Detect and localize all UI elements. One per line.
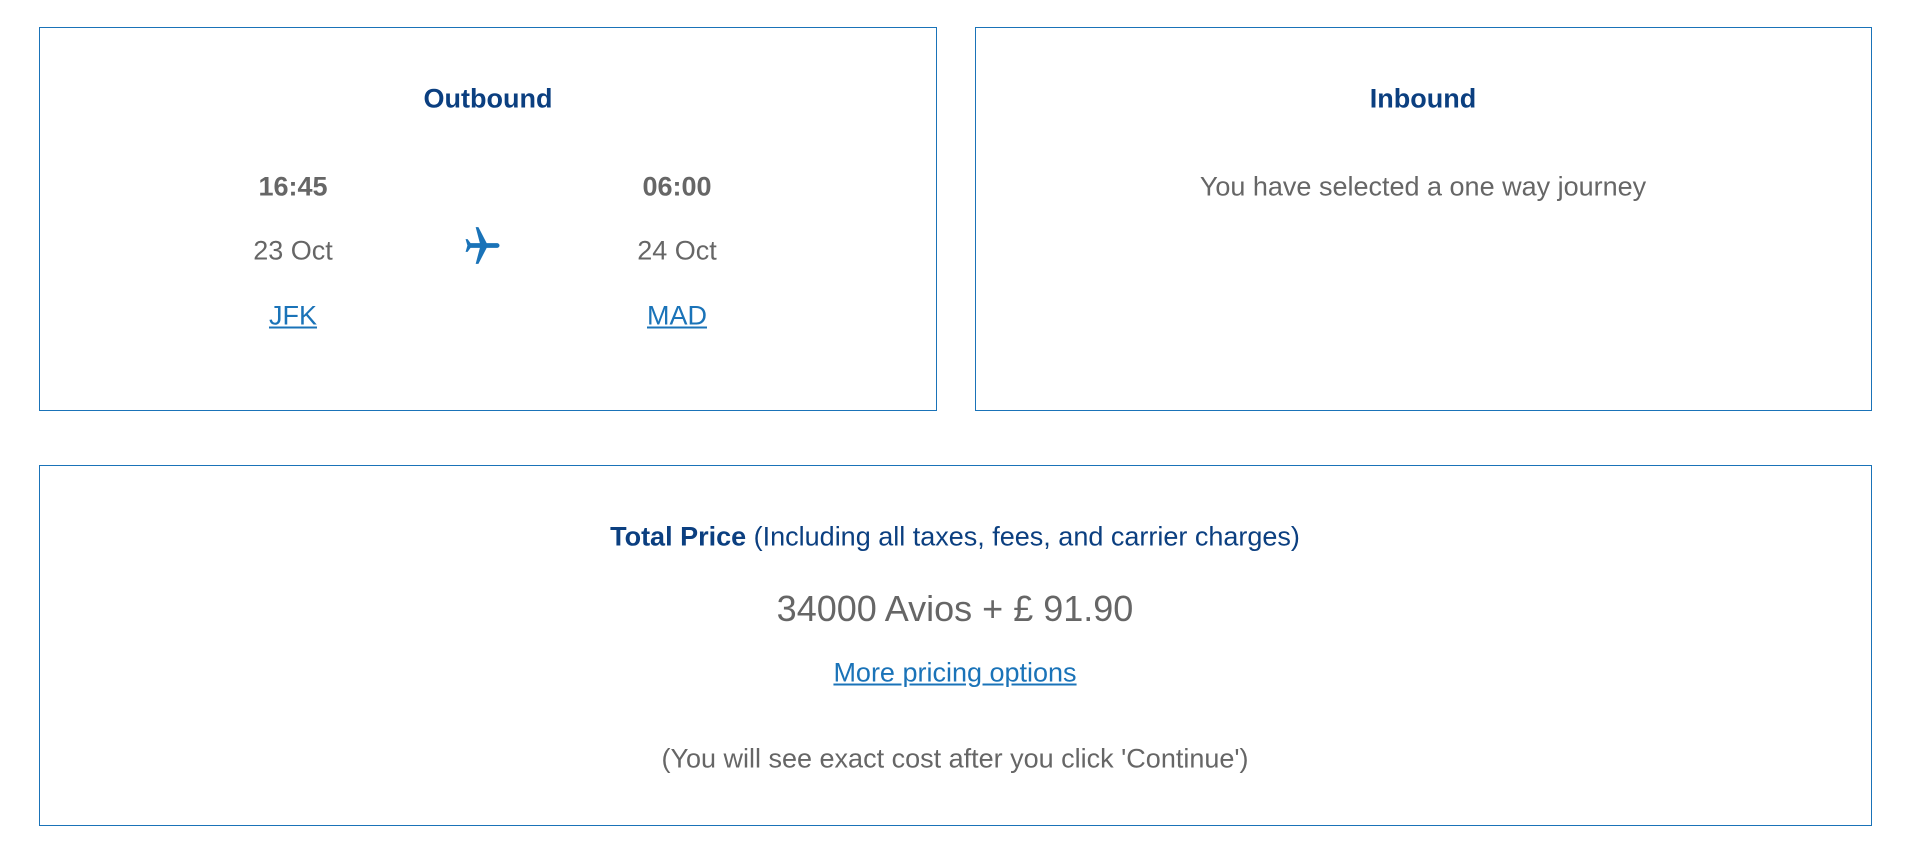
inbound-panel: [975, 27, 1872, 411]
price-footnote: (You will see exact cost after you click…: [661, 743, 1249, 774]
total-price-note: (Including all taxes, fees, and carrier …: [753, 521, 1300, 552]
departure-time: 16:45: [258, 171, 328, 202]
total-price-label: Total Price: [610, 521, 747, 552]
arrival-time: 06:00: [642, 171, 712, 202]
price-amount: 34000 Avios + £ 91.90: [776, 588, 1134, 629]
arrival-date: 24 Oct: [637, 235, 717, 266]
more-pricing-options-link[interactable]: More pricing options: [833, 657, 1077, 688]
price-panel: [39, 465, 1872, 826]
arrival-airport-link[interactable]: MAD: [647, 300, 707, 331]
departure-date: 23 Oct: [253, 235, 333, 266]
inbound-message: You have selected a one way journey: [1199, 171, 1647, 202]
departure-airport-link[interactable]: JFK: [268, 300, 318, 331]
inbound-title: Inbound: [1369, 83, 1477, 114]
outbound-title: Outbound: [423, 83, 553, 114]
total-price-heading: Total Price (Including all taxes, fees, …: [610, 522, 1300, 553]
outbound-panel: [39, 27, 937, 411]
plane-icon: [461, 222, 505, 275]
